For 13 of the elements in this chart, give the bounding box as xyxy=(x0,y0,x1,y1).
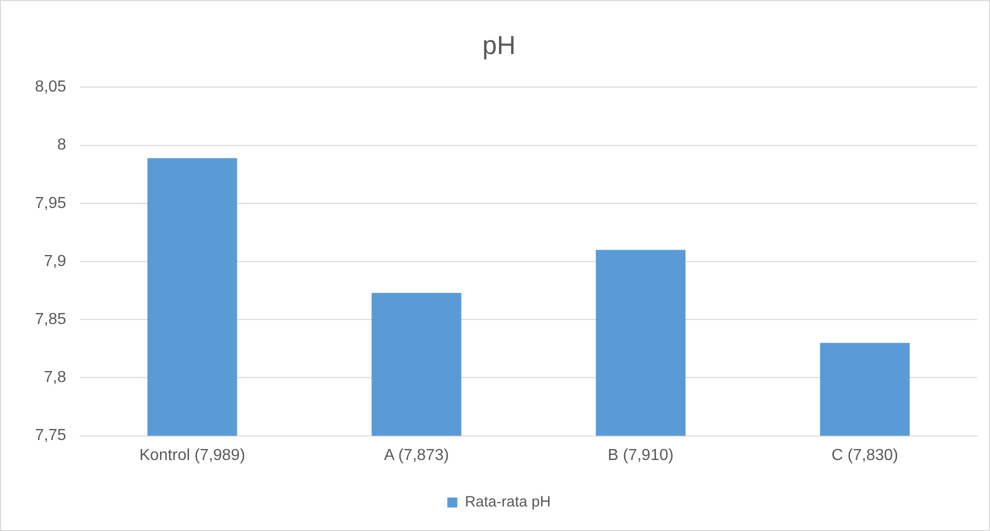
y-tick-label: 7,9 xyxy=(44,252,66,270)
y-tick-label: 7,8 xyxy=(44,369,66,386)
chart-title: pH xyxy=(482,30,516,60)
y-tick-label: 8 xyxy=(57,136,66,154)
x-tick-label: A (7,873) xyxy=(384,446,449,464)
y-tick-label: 7,95 xyxy=(35,194,66,212)
x-tick-label: C (7,830) xyxy=(832,446,898,464)
y-tick-label: 7,85 xyxy=(35,311,66,328)
y-tick-label: 8,05 xyxy=(35,78,66,96)
legend-label: Rata-rata pH xyxy=(464,494,551,511)
x-tick-label: B (7,910) xyxy=(608,446,674,464)
x-tick-label: Kontrol (7,989) xyxy=(139,446,246,464)
y-tick-label: 7,75 xyxy=(35,427,66,444)
